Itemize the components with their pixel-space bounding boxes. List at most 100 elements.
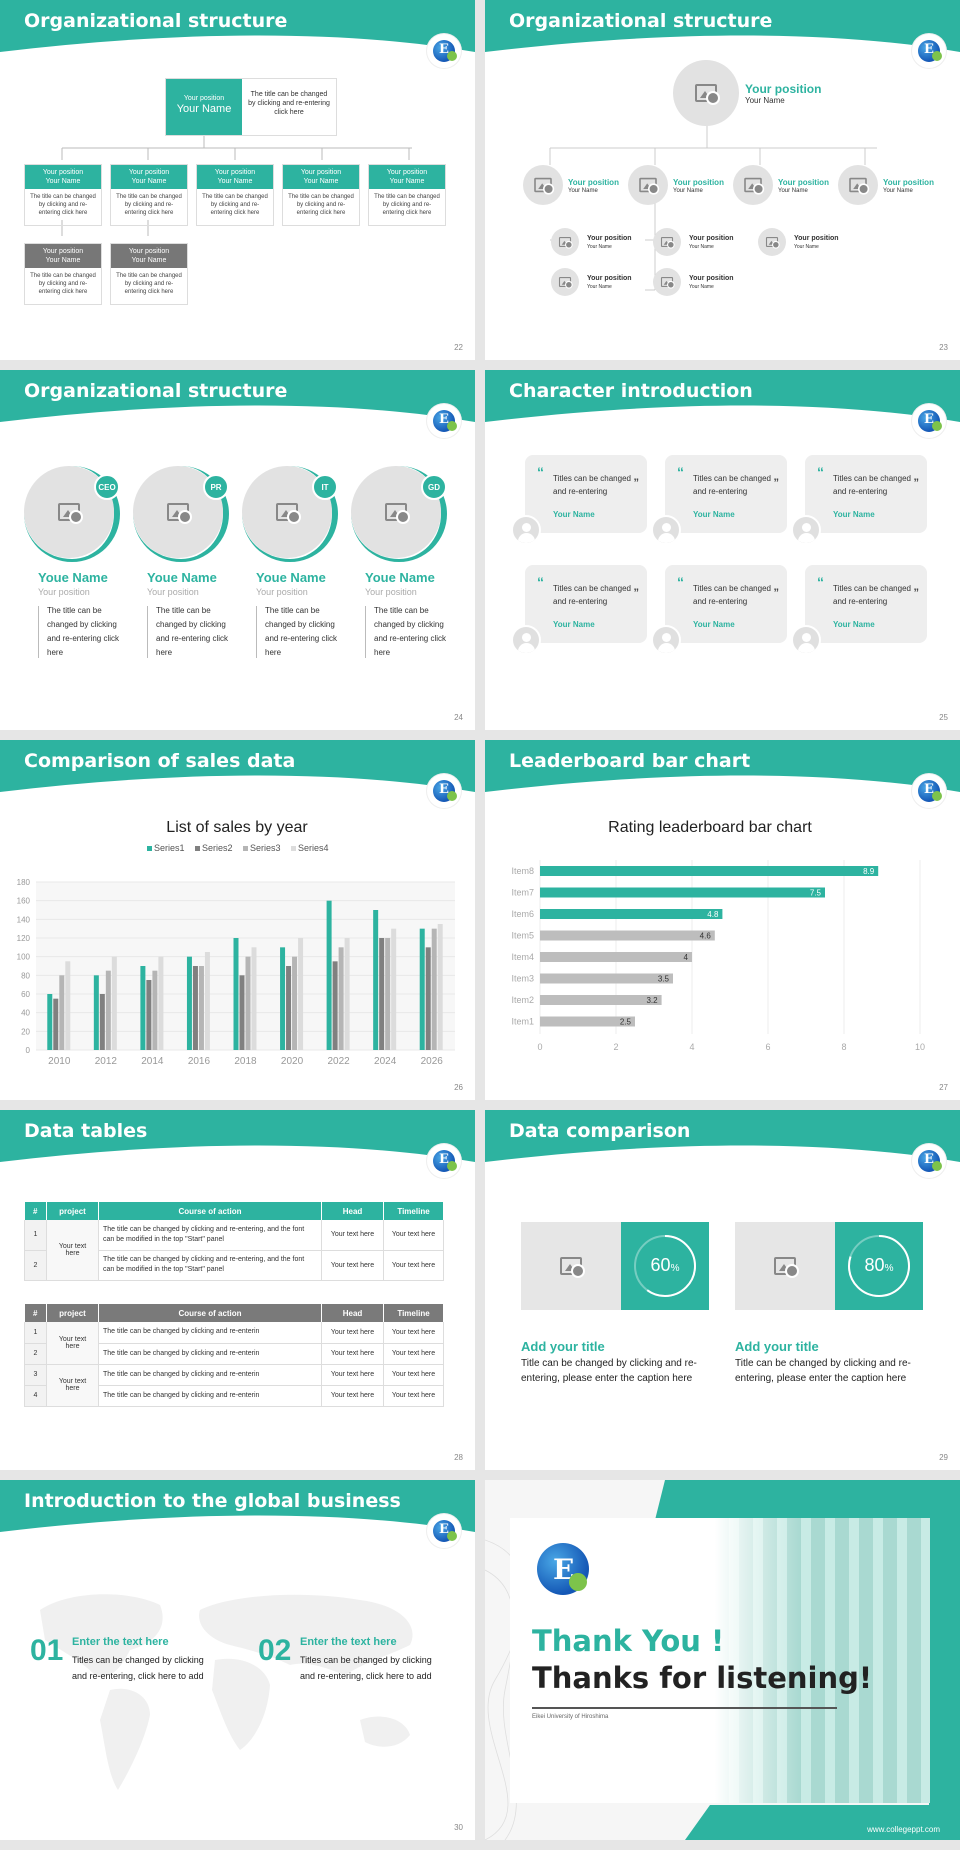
x-tick-label: 2026 — [421, 1056, 444, 1067]
head-cell: Your text here — [321, 1322, 384, 1343]
row-number: 4 — [24, 1385, 47, 1406]
chart-title: Rating leaderboard bar chart — [608, 819, 812, 836]
slide-23[interactable]: Organizational structure E Your position… — [485, 0, 960, 360]
character-card[interactable]: “ ” Titles can be changed and re-entering Y… — [665, 455, 787, 533]
org-box[interactable]: Your position Your Name The title can be c… — [110, 164, 188, 226]
y-category-label: Item8 — [511, 866, 534, 876]
building-photo — [715, 1518, 930, 1803]
team-divider — [256, 606, 257, 658]
org-box-position: Your position — [42, 169, 84, 176]
image-placeholder-icon — [385, 503, 410, 524]
character-card[interactable]: “ ” Titles can be changed and re-entering Y… — [525, 565, 647, 643]
image-placeholder-icon — [167, 503, 192, 524]
bar — [105, 970, 111, 1050]
bar — [280, 947, 286, 1050]
slide-28[interactable]: Data tables E # project Course of action He… — [0, 1110, 475, 1470]
bar-value-label: 4.6 — [700, 932, 712, 941]
item-heading: Enter the text here — [300, 1636, 397, 1648]
bar — [47, 994, 53, 1050]
org-box[interactable]: Your position Your Name The title can be c… — [368, 164, 446, 226]
bar-value-label: 8.9 — [863, 867, 875, 876]
character-name: Your Name — [553, 510, 595, 519]
bar — [385, 938, 391, 1050]
slide-24[interactable]: Organizational structure E CEO Youe Name Y… — [0, 370, 475, 730]
character-card[interactable]: “ ” Titles can be changed and re-entering Y… — [805, 565, 927, 643]
org-subnode-position: Your position — [794, 235, 839, 242]
table-row[interactable]: 1 Your text here The title can be changed … — [24, 1322, 444, 1364]
slide-31-thank-you[interactable]: E Thank You ! Thanks for listening! Eike… — [485, 1480, 960, 1840]
table-row[interactable]: 4 The title can be changed by clicking an… — [24, 1385, 444, 1406]
y-category-label: Item6 — [511, 909, 534, 919]
team-tag-badge: IT — [312, 474, 338, 500]
org-box-header: Your position Your Name — [369, 165, 445, 189]
org-box-position: Your position — [128, 248, 170, 255]
slide-26[interactable]: Comparison of sales data E List of sales… — [0, 740, 475, 1100]
image-placeholder-icon — [558, 277, 573, 289]
university-logo: E — [427, 1514, 461, 1548]
org-node-photo — [628, 165, 668, 205]
org-box-desc: The title can be changed by clicking and… — [116, 194, 182, 216]
table-row[interactable]: 2 The title can be changed by clicking an… — [24, 1343, 444, 1364]
bar — [425, 947, 431, 1050]
org-box-header: Your position Your Name — [111, 244, 187, 268]
table-header-row: # project Course of action Head Timeline — [24, 1202, 444, 1220]
university-logo: E — [912, 34, 946, 68]
table-header-cell: Timeline — [383, 1304, 444, 1322]
org-box[interactable]: Your position Your Name The title can be c… — [196, 164, 274, 226]
project-cell: Your text here — [46, 1364, 99, 1406]
y-tick-label: 60 — [21, 990, 30, 999]
org-node-name: Your Name — [778, 188, 808, 194]
character-card[interactable]: “ ” Titles can be changed and re-entering Y… — [665, 565, 787, 643]
org-box-desc: The title can be changed by clicking and… — [374, 194, 440, 216]
character-quote: Titles can be changed and re-entering — [553, 584, 631, 606]
x-tick-label: 2012 — [95, 1056, 118, 1067]
team-member-name: Youe Name — [147, 570, 217, 585]
character-name: Your Name — [693, 620, 735, 629]
org-box[interactable]: Your position Your Name The title can be c… — [24, 164, 102, 226]
university-logo-large: E — [537, 1543, 589, 1595]
page-number: 27 — [939, 1083, 948, 1092]
website-url[interactable]: www.collegeppt.com — [867, 1825, 940, 1834]
org-box-desc: The title can be changed by clicking and… — [30, 273, 96, 295]
image-placeholder-icon — [849, 177, 870, 195]
slide-25[interactable]: Character introduction E “” Titles can be… — [485, 370, 960, 730]
character-card[interactable]: “ ” Titles can be changed and re-entering Y… — [805, 455, 927, 533]
quote-open-icon: “ — [817, 464, 824, 480]
bar — [419, 928, 425, 1050]
org-box[interactable]: Your position Your Name The title can be c… — [110, 243, 188, 305]
table-header-row: # project Course of action Head Timeline — [24, 1304, 444, 1322]
bar — [540, 909, 723, 919]
character-card[interactable]: “ ” Titles can be changed and re-entering Y… — [525, 455, 647, 533]
percent-panel: 60% — [621, 1222, 709, 1310]
org-top-position: Your position — [745, 82, 822, 96]
image-placeholder-icon — [695, 84, 720, 105]
org-box-position: Your position — [300, 169, 342, 176]
legend-label: Series3 — [250, 843, 281, 853]
percent-panel: 80% — [835, 1222, 923, 1310]
quote-open-icon: “ — [537, 464, 544, 480]
character-name: Your Name — [693, 510, 735, 519]
bar — [338, 947, 344, 1050]
table-row[interactable]: 2 The title can be changed by clicking an… — [24, 1250, 444, 1280]
team-member-name: Youe Name — [38, 570, 108, 585]
org-subnode-name: Your Name — [689, 284, 714, 290]
slide-30[interactable]: Introduction to the global business E 01… — [0, 1480, 475, 1840]
project-cell: Your text here — [46, 1322, 99, 1364]
slide-27[interactable]: Leaderboard bar chart E Rating leaderboa… — [485, 740, 960, 1100]
org-box[interactable]: Your position Your Name The title can be c… — [282, 164, 360, 226]
bar — [540, 930, 715, 941]
item-desc: Titles can be changed by clicking and re… — [300, 1655, 432, 1681]
table-row[interactable]: 1 Your text here The title can be changed … — [24, 1220, 444, 1280]
legend-swatch — [243, 846, 248, 851]
y-tick-label: 40 — [21, 1009, 30, 1018]
slide-header — [0, 0, 475, 70]
slide-22[interactable]: Organizational structure E Your position… — [0, 0, 475, 360]
org-subnode-name: Your Name — [794, 244, 819, 250]
org-subnode-photo — [653, 268, 681, 296]
org-box[interactable]: Your position Your Name The title can be c… — [24, 243, 102, 305]
table-row[interactable]: 3 Your text here The title can be changed … — [24, 1364, 444, 1406]
org-top-box[interactable]: Your position Your Name The title can be… — [165, 78, 337, 136]
slide-29[interactable]: Data comparison E 60% Add your title Title… — [485, 1110, 960, 1470]
legend-swatch — [147, 846, 152, 851]
image-placeholder-icon — [534, 177, 555, 195]
